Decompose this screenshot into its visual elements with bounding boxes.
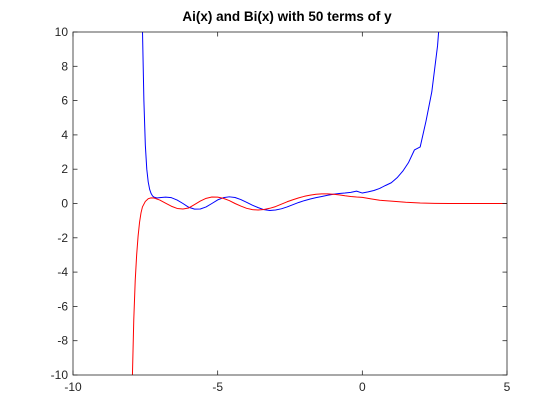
y-tick-label: -4 (57, 265, 68, 279)
y-tick-label: 10 (55, 25, 69, 39)
y-tick-label: -8 (57, 334, 68, 348)
x-tick-label: -5 (212, 380, 223, 394)
series-line-2 (131, 193, 507, 375)
y-tick-label: 2 (61, 162, 68, 176)
y-tick-label: -10 (51, 368, 69, 382)
x-tick-label: 0 (359, 380, 366, 394)
x-tick-label: 5 (504, 380, 511, 394)
y-tick-label: -2 (57, 231, 68, 245)
ticks-layer: -10 -5 0 5 -10 -8 -6 -4 -2 0 2 4 6 8 10 (51, 25, 511, 394)
series-layer (131, 32, 507, 375)
series-line-1 (142, 32, 440, 212)
x-tick-label: -10 (64, 380, 82, 394)
y-tick-label: 4 (61, 128, 68, 142)
y-tick-label: 8 (61, 59, 68, 73)
y-tick-label: -6 (57, 299, 68, 313)
y-tick-label: 6 (61, 94, 68, 108)
y-tick-label: 0 (61, 197, 68, 211)
chart-title: Ai(x) and Bi(x) with 50 terms of y (182, 9, 392, 24)
